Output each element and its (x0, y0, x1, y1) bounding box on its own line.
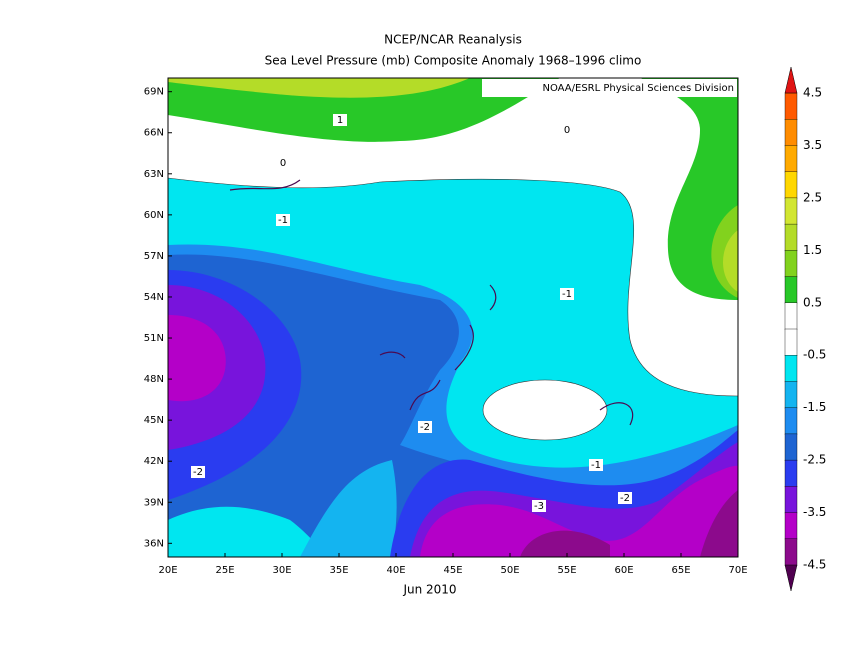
colorbar-band (784, 512, 798, 540)
colorbar-band (784, 381, 798, 409)
x-tick-label: 60E (614, 565, 633, 576)
credit: NOAA/ESRL Physical Sciences Division (543, 83, 735, 94)
colorbar-label: -0.5 (803, 348, 826, 362)
colorbar-label: 0.5 (803, 295, 822, 309)
colorbar-label: 3.5 (803, 138, 822, 152)
contour-label-box (560, 124, 574, 136)
colorbar-band (784, 486, 798, 514)
fill-green (168, 78, 560, 142)
colorbar-label: -2.5 (803, 453, 826, 467)
y-tick-label: 66N (144, 128, 164, 139)
y-tick-label: 45N (144, 415, 164, 426)
coastline (229, 179, 634, 426)
colorbar-band (784, 355, 798, 383)
contour-label-box (276, 157, 290, 169)
fill-blue-south (300, 460, 397, 557)
fill-cyan-south (168, 506, 330, 557)
contour-label: 1 (337, 115, 343, 126)
contour-label: -2 (193, 467, 203, 478)
contour-label-box (618, 492, 632, 504)
colorbar-label: -1.5 (803, 400, 826, 414)
x-tick-label: 50E (500, 565, 519, 576)
contour-label: 0 (564, 125, 570, 136)
date-label: Jun 2010 (402, 583, 456, 597)
colorbar-band (784, 119, 798, 147)
colorbar-label: 1.5 (803, 243, 822, 257)
contour-label: -1 (278, 215, 288, 226)
colorbar-label: 2.5 (803, 190, 822, 204)
fill-white-caspian (482, 379, 608, 441)
fill-magenta-south (420, 465, 738, 557)
contour-label-box (333, 114, 347, 126)
colorbar-band (784, 145, 798, 173)
contour-label-box (560, 288, 574, 300)
colorbar-label: 4.5 (803, 86, 822, 100)
x-tick-label: 70E (728, 565, 747, 576)
colorbar-band (784, 407, 798, 435)
colorbar-band (784, 223, 798, 252)
y-tick-label: 48N (144, 374, 164, 385)
y-tick-label: 60N (144, 210, 164, 221)
colorbar-band (784, 92, 798, 120)
x-tick-label: 30E (272, 565, 291, 576)
colorbar-band (784, 250, 798, 278)
contour-label-box (532, 500, 546, 512)
colorbar-band (784, 197, 798, 225)
fill-yellow-green (168, 78, 470, 98)
colorbar-band (784, 459, 798, 488)
y-tick-label: 63N (144, 169, 164, 180)
x-tick-label: 40E (386, 565, 405, 576)
fill-dark-magenta-east (700, 490, 738, 557)
contour-label-box (191, 466, 205, 478)
colorbar-band (784, 328, 798, 356)
y-tick-label: 69N (144, 87, 164, 98)
contour-label: -1 (591, 460, 601, 471)
y-tick-label: 39N (144, 497, 164, 508)
x-tick-label: 55E (557, 565, 576, 576)
title: NCEP/NCAR Reanalysis (384, 33, 522, 47)
contour-label-box (418, 421, 432, 433)
contour-label: -3 (534, 501, 544, 512)
colorbar-label: -4.5 (803, 558, 826, 572)
fill-yellow-green-east (723, 230, 738, 292)
contour-label-box (589, 459, 603, 471)
contour-label: 0 (280, 158, 286, 169)
x-tick-label: 45E (443, 565, 462, 576)
y-tick-label: 51N (144, 333, 164, 344)
y-tick-label: 36N (144, 538, 164, 549)
fill-blue (168, 254, 738, 557)
fill-white (168, 78, 738, 397)
y-tick-label: 54N (144, 292, 164, 303)
contour-fill (168, 78, 738, 557)
colorbar-band (784, 433, 798, 461)
contour-label: -2 (620, 493, 630, 504)
colorbar-band (784, 276, 798, 304)
colorbar-band (784, 302, 798, 330)
x-tick-label: 25E (215, 565, 234, 576)
x-tick-label: 65E (671, 565, 690, 576)
subtitle: Sea Level Pressure (mb) Composite Anomal… (265, 54, 642, 68)
x-tick-label: 20E (158, 565, 177, 576)
fill-dark-magenta (520, 530, 610, 557)
colorbar-label: -3.5 (803, 505, 826, 519)
contour-label: -1 (562, 289, 572, 300)
x-tick-label: 35E (329, 565, 348, 576)
colorbar-over (784, 66, 798, 94)
y-tick-label: 42N (144, 456, 164, 467)
contour-label-box (276, 214, 290, 226)
contour-label: -2 (420, 422, 430, 433)
colorbar-band (784, 538, 798, 566)
credit-box (482, 79, 737, 97)
colorbar-under (784, 564, 798, 592)
fill-magenta-west (168, 315, 226, 402)
y-tick-label: 57N (144, 251, 164, 262)
colorbar-band (784, 171, 798, 199)
